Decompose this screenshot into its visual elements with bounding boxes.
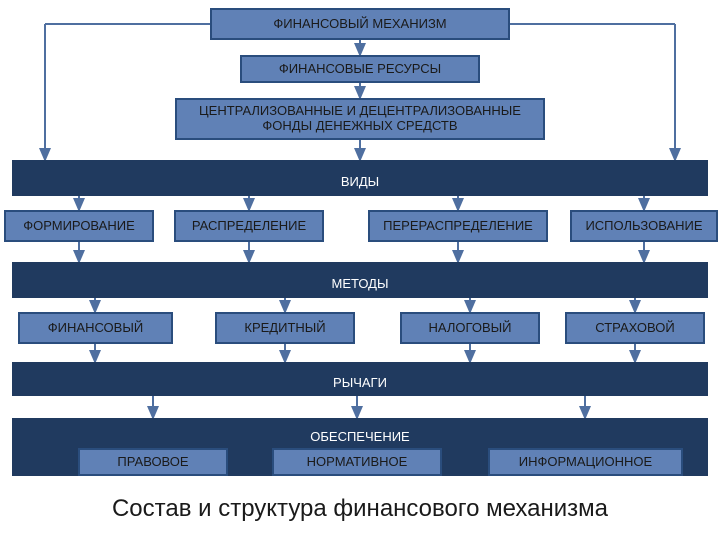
box-rychagi_label: РЫЧАГИ [300, 373, 420, 393]
diagram-caption: Состав и структура финансового механизма [0, 495, 720, 523]
box-v1: ФОРМИРОВАНИЕ [4, 210, 154, 242]
box-m1: ФИНАНСОВЫЙ [18, 312, 173, 344]
box-top1: ФИНАНСОВЫЙ МЕХАНИЗМ [210, 8, 510, 40]
diagram-root: ФИНАНСОВЫЙ МЕХАНИЗМ ФИНАНСОВЫЕ РЕСУРСЫ ЦЕН… [0, 0, 720, 540]
box-metody_label: МЕТОДЫ [300, 274, 420, 294]
box-v2: РАСПРЕДЕЛЕНИЕ [174, 210, 324, 242]
box-o1: ПРАВОВОЕ [78, 448, 228, 476]
box-v4: ИСПОЛЬЗОВАНИЕ [570, 210, 718, 242]
box-o3: ИНФОРМАЦИОННОЕ [488, 448, 683, 476]
box-vidy_label: ВИДЫ [300, 172, 420, 192]
box-top3: ЦЕНТРАЛИЗОВАННЫЕ И ДЕЦЕНТРАЛИЗОВАННЫЕФОН… [175, 98, 545, 140]
box-obes_label: ОБЕСПЕЧЕНИЕ [290, 428, 430, 446]
box-m3: НАЛОГОВЫЙ [400, 312, 540, 344]
box-top2: ФИНАНСОВЫЕ РЕСУРСЫ [240, 55, 480, 83]
box-o2: НОРМАТИВНОЕ [272, 448, 442, 476]
box-m2: КРЕДИТНЫЙ [215, 312, 355, 344]
box-v3: ПЕРЕРАСПРЕДЕЛЕНИЕ [368, 210, 548, 242]
box-m4: СТРАХОВОЙ [565, 312, 705, 344]
